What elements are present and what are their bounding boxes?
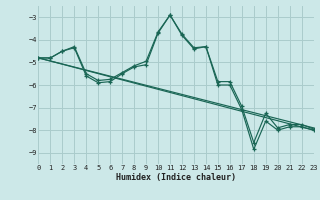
X-axis label: Humidex (Indice chaleur): Humidex (Indice chaleur) bbox=[116, 173, 236, 182]
